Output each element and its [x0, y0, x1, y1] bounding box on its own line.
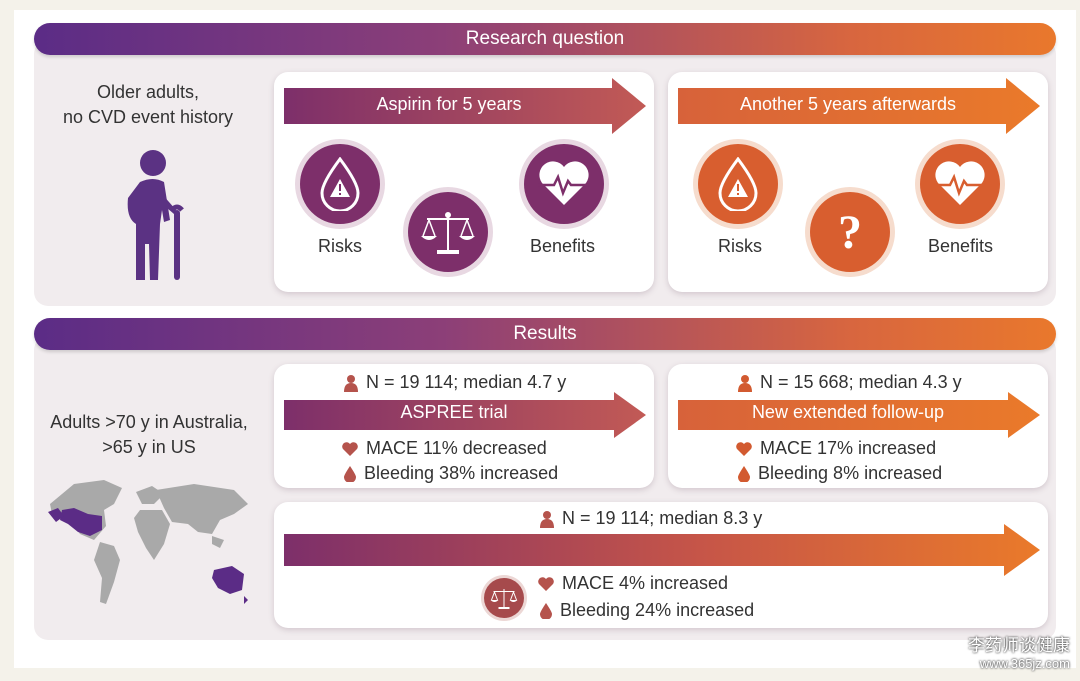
benefits-label-1: Benefits — [530, 236, 596, 256]
person-icon — [540, 510, 554, 528]
combined-n-text: N = 19 114; median 8.3 y — [562, 508, 763, 528]
watermark: 李药师谈健康 www.365jz.com — [968, 637, 1070, 673]
balance-circle-1 — [408, 192, 488, 272]
aspree-mace-text: MACE 11% decreased — [366, 438, 547, 458]
results-header: Results — [34, 318, 1056, 350]
aspree-bleeding-text: Bleeding 38% increased — [364, 463, 559, 483]
heart-icon — [538, 576, 554, 591]
combined-bleeding-stat: Bleeding 24% increased — [540, 600, 754, 621]
risk-circle-2 — [698, 144, 778, 224]
extended-n-text: N = 15 668; median 4.3 y — [760, 372, 962, 392]
drop-icon — [344, 465, 356, 482]
balance-scale-icon — [490, 589, 518, 609]
world-map-icon — [48, 480, 248, 604]
risks-label-2: Risks — [718, 236, 762, 256]
benefit-circle-1 — [524, 144, 604, 224]
balance-scale-icon — [421, 212, 475, 254]
extended-bleeding-text: Bleeding 8% increased — [758, 463, 943, 483]
benefit-circle-2 — [920, 144, 1000, 224]
heart-icon — [736, 441, 752, 456]
person-icon — [738, 374, 752, 392]
combined-n-stat: N = 19 114; median 8.3 y — [540, 508, 762, 529]
elderly-person-icon — [127, 150, 184, 280]
extended-mace-text: MACE 17% increased — [760, 438, 937, 458]
person-icon — [344, 374, 358, 392]
aspree-n-text: N = 19 114; median 4.7 y — [366, 372, 567, 392]
aspirin-arrow — [284, 78, 646, 134]
another-5-years-arrow-label: Another 5 years afterwards — [739, 94, 957, 114]
risks-label-1: Risks — [318, 236, 362, 256]
unknown-circle: ? — [810, 192, 890, 272]
aspree-n-stat: N = 19 114; median 4.7 y — [344, 372, 566, 393]
research-population-label: Older adults, no CVD event history — [62, 82, 234, 127]
results-population-label: Adults >70 y in Australia, >65 y in US — [50, 412, 248, 457]
combined-mace-stat: MACE 4% increased — [538, 573, 728, 594]
combined-bleeding-text: Bleeding 24% increased — [560, 600, 755, 620]
extended-arrow-label: New extended follow-up — [751, 402, 945, 422]
extended-bleeding-stat: Bleeding 8% increased — [738, 463, 942, 484]
combined-balance-circle — [484, 578, 524, 618]
blood-drop-warning-icon — [320, 157, 360, 211]
heart-pulse-icon — [538, 161, 590, 205]
aspirin-arrow-label: Aspirin for 5 years — [376, 94, 522, 114]
combined-mace-text: MACE 4% increased — [562, 573, 729, 593]
watermark-title: 李药师谈健康 — [968, 636, 1070, 655]
extended-n-stat: N = 15 668; median 4.3 y — [738, 372, 962, 393]
aspree-arrow — [284, 392, 646, 438]
benefits-label-2: Benefits — [928, 236, 994, 256]
heart-icon — [342, 441, 358, 456]
extended-mace-stat: MACE 17% increased — [736, 438, 936, 459]
watermark-url: www.365jz.com — [979, 656, 1070, 671]
blood-drop-warning-icon — [718, 157, 758, 211]
another-5-years-arrow — [678, 78, 1040, 134]
aspree-arrow-label: ASPREE trial — [400, 402, 508, 422]
question-mark-icon: ? — [838, 205, 862, 259]
combined-arrow — [284, 524, 1040, 576]
risk-circle-1 — [300, 144, 380, 224]
drop-icon — [540, 602, 552, 619]
research-question-header: Research question — [34, 23, 1056, 55]
aspree-mace-stat: MACE 11% decreased — [342, 438, 547, 459]
heart-pulse-icon — [934, 161, 986, 205]
drop-icon — [738, 465, 750, 482]
aspree-bleeding-stat: Bleeding 38% increased — [344, 463, 558, 484]
extended-arrow — [678, 392, 1040, 438]
